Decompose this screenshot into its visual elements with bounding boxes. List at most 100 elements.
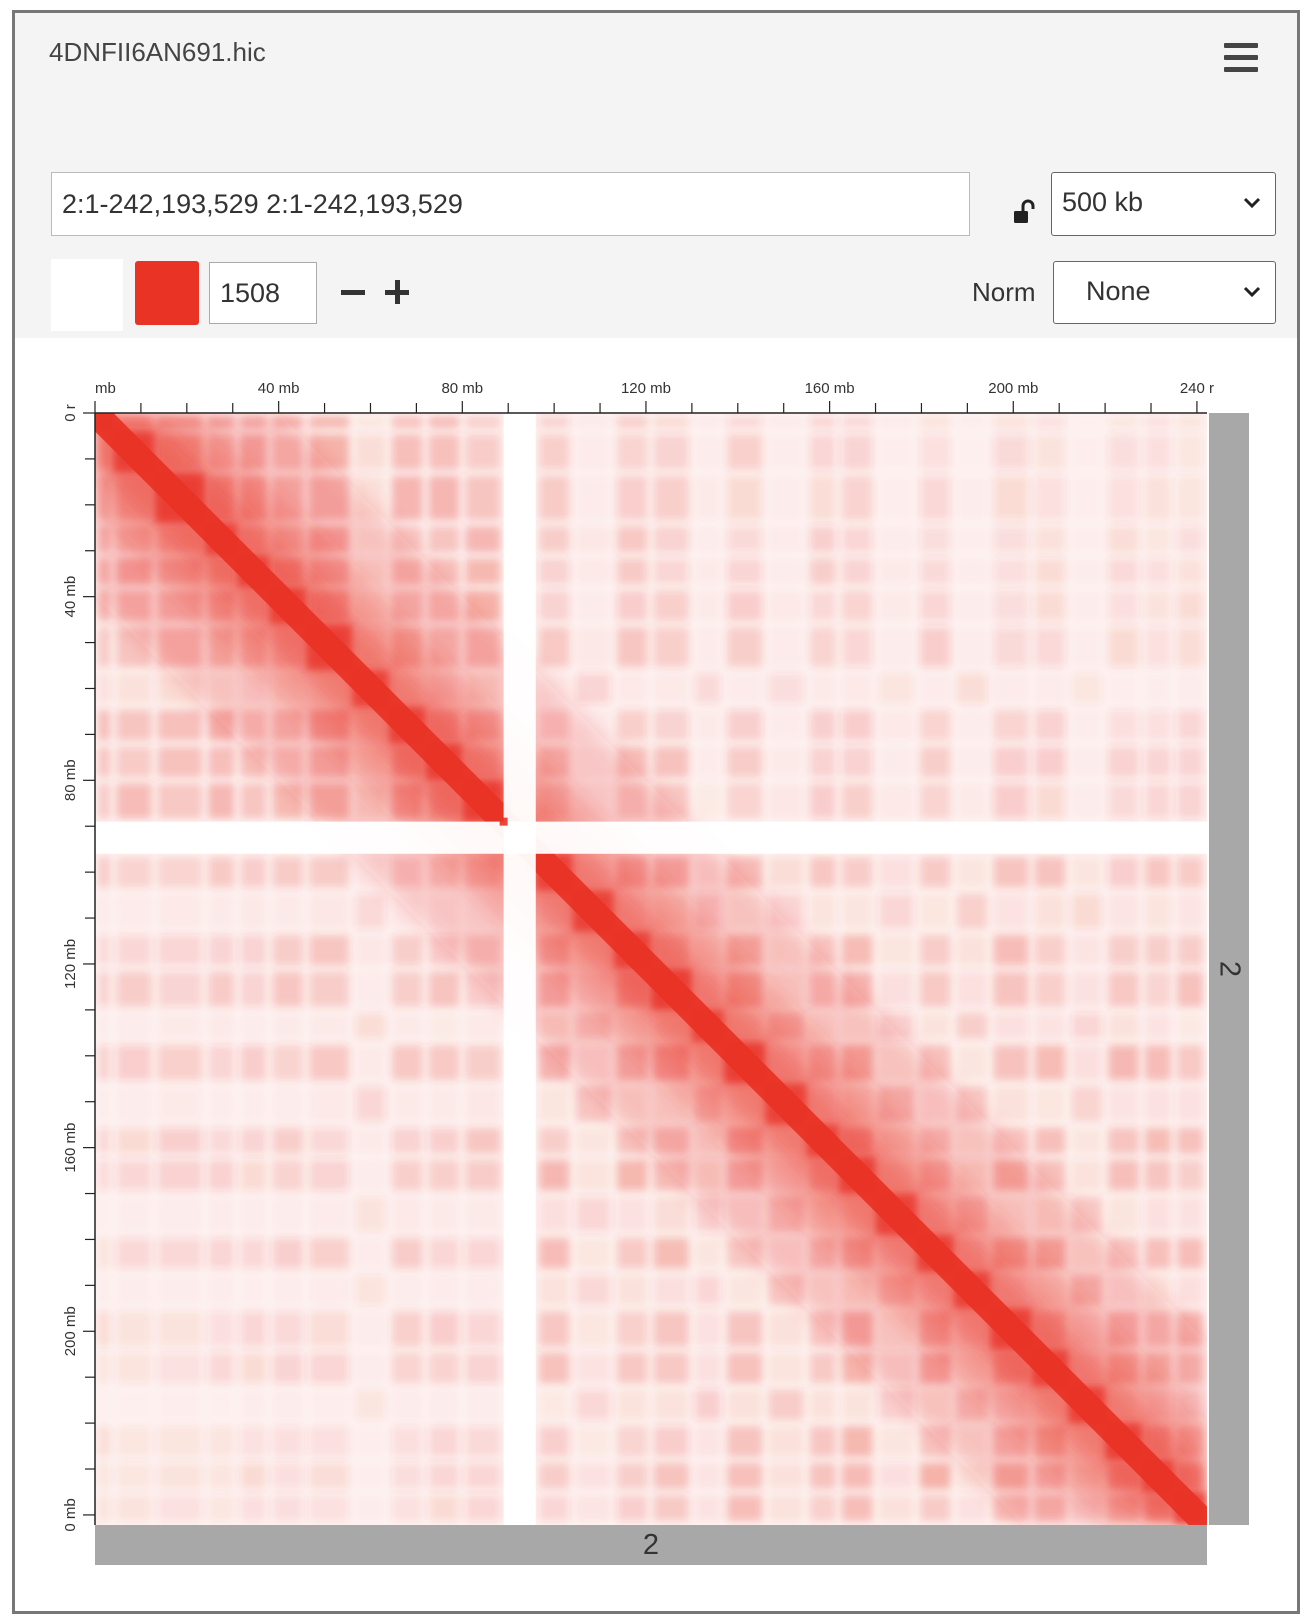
compartment-block [208,894,234,929]
compartment-block [879,783,914,818]
compartment-block [1176,1127,1204,1154]
compartment-block [694,1462,722,1489]
compartment-block [208,971,235,1007]
contact-heatmap[interactable] [95,413,1207,1525]
compartment-block [653,475,689,521]
high-color-swatch[interactable] [135,261,199,325]
compartment-block [575,673,611,704]
compartment-block [428,434,460,470]
compartment-block [1108,475,1139,521]
compartment-block [1034,627,1066,668]
contact-map-svg[interactable]: mb 40 mb 80 mb 120 mb 160 mb 200 mb 240 r 0 r 40… [15,338,1297,1614]
compartment-block [1071,934,1103,966]
compartment-block [309,1462,350,1489]
compartment-block [355,1274,386,1306]
color-scale-max-input[interactable] [209,262,317,324]
compartment-block [1034,416,1066,429]
compartment-block [1034,893,1066,929]
compartment-block [272,1127,304,1154]
compartment-block [809,590,836,622]
compartment-block [240,1127,267,1154]
compartment-block [1144,434,1171,470]
compartment-block [116,709,152,741]
compartment-block [1108,893,1139,929]
compartment-block [1108,746,1139,778]
compartment-block [1108,1012,1139,1040]
compartment-block [727,746,763,778]
low-color-swatch[interactable] [51,259,123,331]
normalization-select[interactable]: None [1053,261,1276,324]
compartment-block [727,1389,763,1421]
unlocked-padlock-icon[interactable] [1013,199,1037,225]
compartment-block [208,1426,235,1457]
compartment-block [727,673,762,704]
compartment-block [116,1127,152,1154]
compartment-block [993,416,1029,429]
compartment-block [694,1389,722,1421]
compartment-block [309,1013,349,1039]
compartment-block [355,1495,386,1521]
compartment-block [392,1275,423,1306]
plus-icon[interactable] [385,275,409,309]
compartment-block [993,590,1029,622]
compartment-block [694,1352,722,1384]
compartment-block [158,1013,203,1039]
compartment-block [1034,934,1066,966]
y-chromosome-bar[interactable]: 2 [1209,413,1249,1525]
compartment-block [1071,783,1102,818]
compartment-block [391,1494,423,1522]
compartment-block [957,710,988,741]
compartment-block [653,590,689,622]
compartment-block [240,1275,266,1306]
compartment-block [1071,673,1103,704]
compartment-block [768,627,803,667]
compartment-block [309,1197,349,1232]
compartment-block [355,934,386,966]
compartment-block [158,1389,203,1420]
compartment-block [309,1237,350,1269]
compartment-block [956,856,988,888]
compartment-block [1108,783,1139,819]
compartment-block [98,1275,110,1306]
compartment-block [1144,893,1171,929]
compartment-block [653,709,689,741]
x-chromosome-bar[interactable]: 2 [95,1525,1207,1565]
compartment-block [957,526,988,552]
compartment-block [878,856,914,888]
compartment-block [993,893,1029,929]
compartment-block [538,1426,570,1457]
compartment-block [1071,476,1102,521]
compartment-block [1176,558,1204,585]
compartment-block [428,1426,460,1457]
compartment-block [240,1045,267,1081]
compartment-block [98,1045,111,1081]
compartment-block [1034,475,1066,521]
compartment-block [694,1426,722,1457]
compartment-block [919,590,951,622]
x-tick-label: 240 r [1180,380,1214,397]
compartment-block [957,627,988,667]
compartment-block [576,476,611,521]
resolution-value: 500 kb [1062,187,1144,217]
compartment-block [355,1045,386,1080]
compartment-block [428,1159,460,1191]
compartment-block [98,1013,110,1039]
chevron-down-icon [1243,197,1261,209]
compartment-block [1071,1012,1103,1040]
file-title: 4DNFII6AN691.hic [49,37,266,67]
minus-icon[interactable] [341,275,365,309]
compartment-block [993,627,1029,668]
compartment-block [809,1389,836,1421]
resolution-select[interactable]: 500 kb [1051,172,1276,236]
y-tick-label: 40 mb [62,576,79,618]
hamburger-menu-icon[interactable] [1224,43,1258,73]
diagonal-core [95,413,1207,1525]
locus-input[interactable] [51,172,970,236]
compartment-block [1071,710,1102,741]
compartment-block [616,1196,648,1232]
compartment-block [919,558,951,585]
compartment-block [428,1311,460,1347]
compartment-block [428,1352,460,1384]
compartment-block [956,934,988,966]
compartment-block [158,1197,203,1232]
